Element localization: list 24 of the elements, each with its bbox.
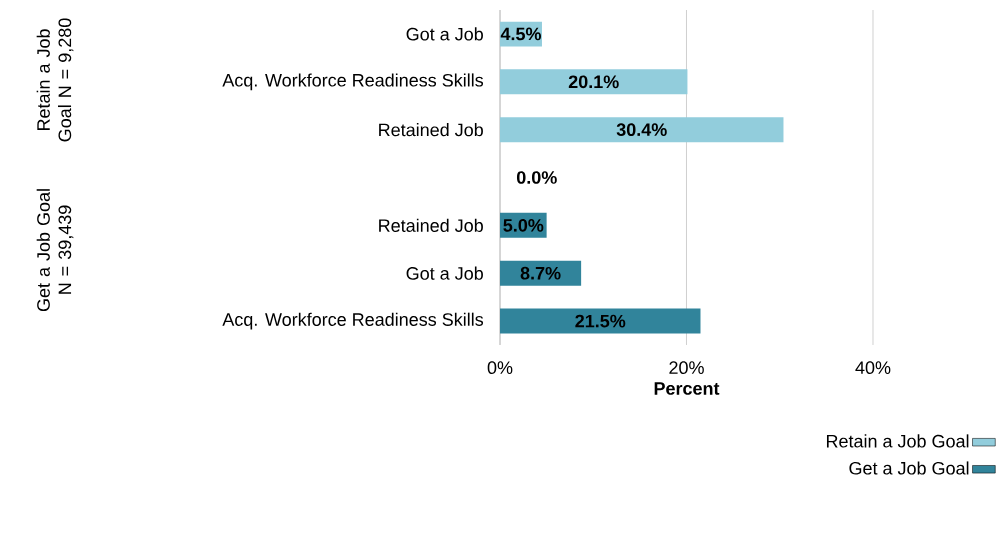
data-label: 21.5% <box>575 314 626 328</box>
x-tick-label: 20% <box>669 361 704 374</box>
text: Get a Job Goal N = 39,439 <box>36 189 74 312</box>
y-tick-label: Got a Job <box>406 266 483 280</box>
bar <box>500 69 688 95</box>
data-label: 5.0% <box>503 218 544 232</box>
y-tick-label: Acq. Workforce Readiness Skills <box>222 312 484 330</box>
y-tick-label: Retained Job <box>379 218 483 232</box>
x-tick-label: 40% <box>855 361 891 374</box>
x-axis-title: Percent <box>654 382 720 395</box>
bar <box>500 117 784 143</box>
y-tick-label: Retained Job <box>379 123 483 137</box>
data-label: 20.1% <box>568 75 619 89</box>
legend-label: Get a Job Goal <box>849 461 969 475</box>
data-label: 8.7% <box>520 266 561 280</box>
x-tick-label: 0% <box>487 361 513 374</box>
text: Retain a Job Goal N = 9,280 <box>36 18 74 142</box>
data-label: 0.0% <box>516 171 557 184</box>
data-label: 4.5% <box>500 27 542 41</box>
bar <box>500 308 701 334</box>
y-tick-label: Got a Job <box>406 27 483 41</box>
data-label: 30.4% <box>616 123 667 137</box>
y-tick-label: Acq. Workforce Readiness Skills <box>222 73 484 91</box>
legend-label: Retain a Job Goal <box>826 434 969 448</box>
